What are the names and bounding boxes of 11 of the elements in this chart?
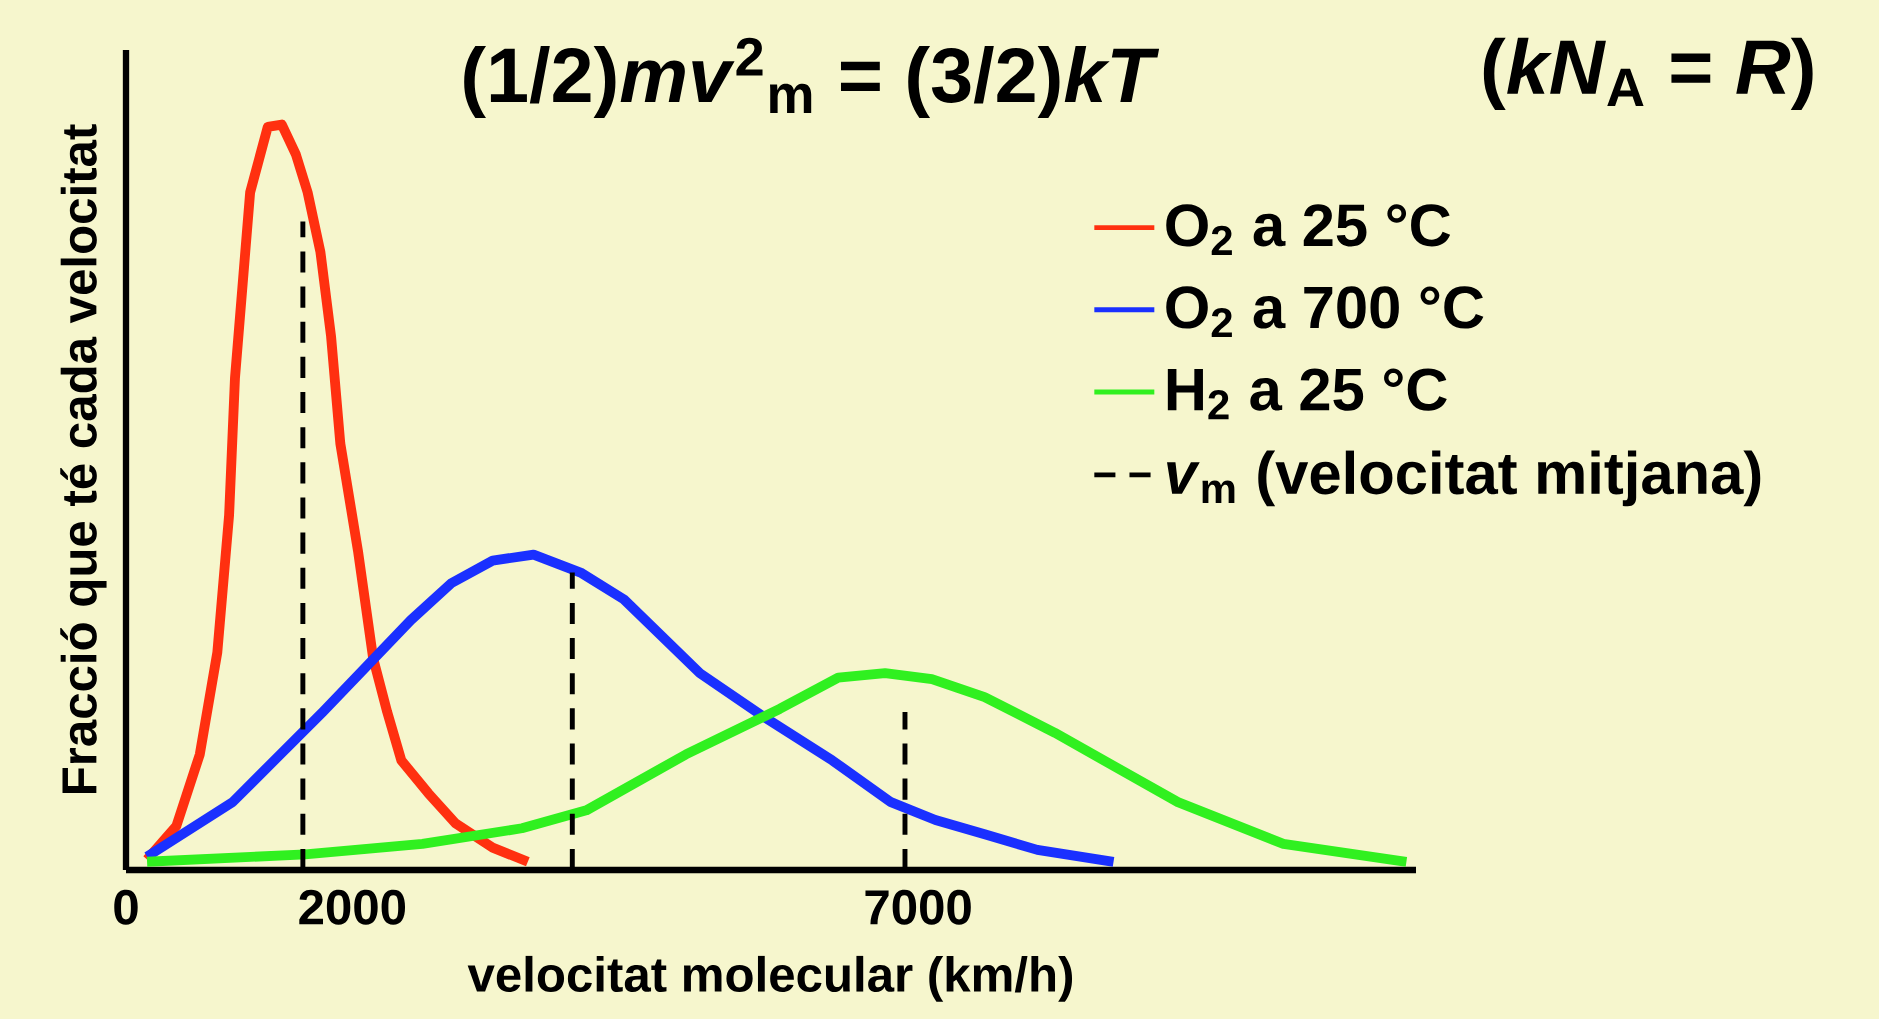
x-tick-label: 0 xyxy=(114,889,138,925)
legend-label: O$_{2}$ a 700 °C xyxy=(1166,286,1484,338)
legend-label: O$_{2}$ a 25 °C xyxy=(1166,204,1451,255)
x-axis-title: velocitat molecular (km/h) xyxy=(467,955,1073,1002)
x-tick-label: 2000 xyxy=(299,889,406,925)
x-tick-label: 7000 xyxy=(865,889,971,925)
legend-label: H$_{2}$ a 25 °C xyxy=(1167,368,1447,420)
text: (kN$_{A}$ = R) xyxy=(1483,37,1813,110)
legend-label: v$_{m}$ (velocitat mitjana) xyxy=(1167,450,1761,507)
chart-title: (1/2)mv$^{2}$$_{m}$ = (3/2)kT xyxy=(464,37,1160,119)
y-axis-title: Fracció que té cada velocitat xyxy=(60,124,107,794)
